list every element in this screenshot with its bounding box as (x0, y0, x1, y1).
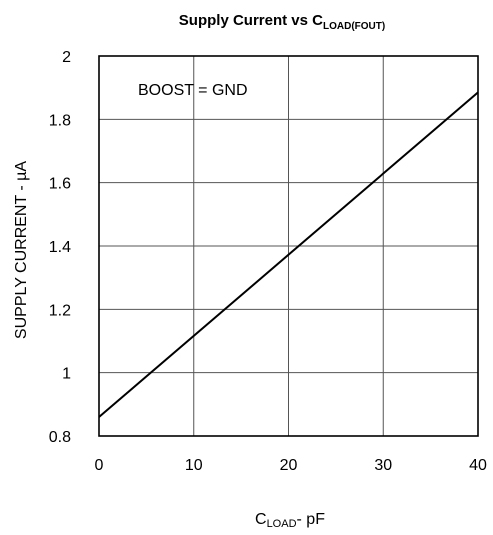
x-tick-label: 0 (95, 457, 104, 474)
y-tick-label: 1.2 (49, 302, 71, 319)
x-tick-label: 10 (185, 457, 203, 474)
x-tick-label: 30 (374, 457, 392, 474)
y-tick-label: 1 (62, 366, 71, 383)
series-line-0 (98, 91, 479, 418)
y-tick-label: 1.8 (49, 112, 71, 129)
annotation-boost: BOOST = GND (138, 82, 248, 99)
chart-title: Supply Current vs CLOAD(FOUT) (179, 12, 385, 32)
y-tick-label: 2 (62, 49, 71, 66)
x-tick-labels: 0 10 20 30 40 (95, 457, 487, 474)
grid (98, 55, 479, 437)
x-tick-label: 20 (280, 457, 298, 474)
y-axis-label: SUPPLY CURRENT - µA (13, 161, 30, 339)
x-tick-label: 40 (469, 457, 487, 474)
series (98, 91, 479, 418)
y-tick-label: 1.4 (49, 239, 71, 256)
y-tick-label: 1.6 (49, 176, 71, 193)
y-tick-label: 0.8 (49, 429, 71, 446)
plot-frame (98, 55, 479, 437)
y-tick-labels: 0.8 1 1.2 1.4 1.6 1.8 2 (49, 49, 71, 446)
x-axis-label: CLOAD- pF (255, 511, 325, 530)
